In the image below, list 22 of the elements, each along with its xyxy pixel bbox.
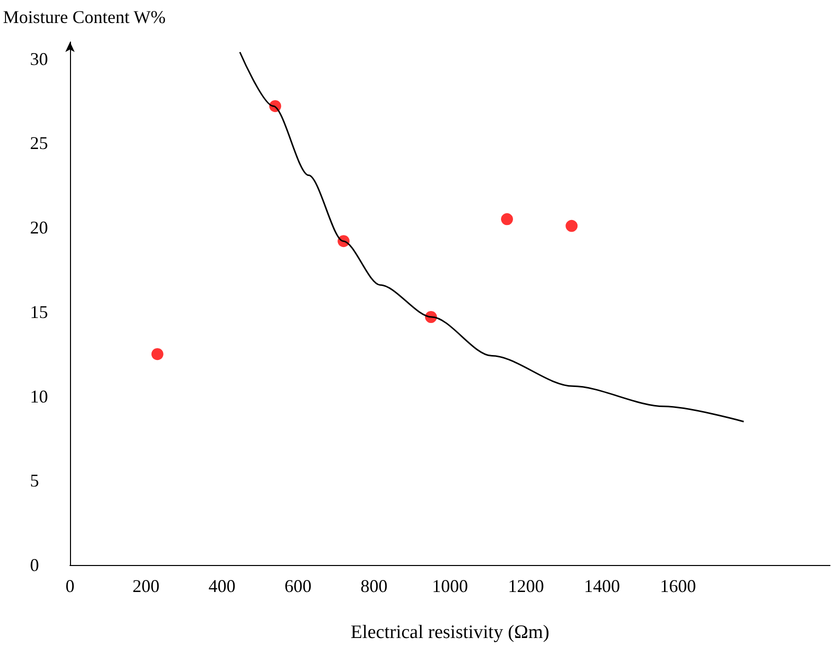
point xyxy=(501,213,513,226)
x-tick-label: 1000 xyxy=(432,576,468,596)
y-tick-label: 10 xyxy=(30,386,48,406)
x-axis-title: Electrical resistivity (Ωm) xyxy=(350,622,550,643)
y-tick-label: 20 xyxy=(30,218,48,238)
y-tick-label: 15 xyxy=(30,302,48,322)
x-tick-label: 400 xyxy=(208,576,236,596)
x-tick-label: 1600 xyxy=(660,576,696,596)
y-tick-label: 5 xyxy=(30,470,39,491)
x-tick-label: 600 xyxy=(284,576,312,596)
point xyxy=(566,220,578,232)
y-axis-title: Moisture Content W% xyxy=(3,7,166,27)
line-series xyxy=(239,51,744,422)
x-tick-label: 800 xyxy=(360,576,388,596)
x-tick-label: 200 xyxy=(132,576,160,596)
y-tick-label: 25 xyxy=(30,133,48,154)
y-tick-label: 30 xyxy=(30,48,48,69)
x-tick-label: 0 xyxy=(66,576,74,596)
point xyxy=(151,348,164,360)
y-tick-label: 0 xyxy=(30,555,39,575)
x-tick-label: 1200 xyxy=(508,576,544,596)
x-tick-label: 1400 xyxy=(584,576,620,596)
